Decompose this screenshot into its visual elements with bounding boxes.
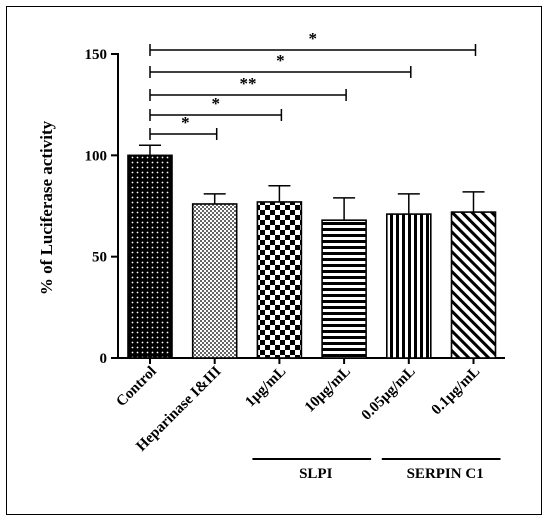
significance-label: * (211, 94, 220, 113)
bar (191, 203, 238, 359)
x-tick-label: 10μg/mL (302, 364, 354, 416)
y-tick-label: 50 (92, 250, 107, 266)
bar (256, 201, 303, 359)
group-label: SLPI (299, 466, 333, 482)
significance-label: * (309, 29, 318, 48)
significance-label: ** (240, 74, 257, 93)
bar (385, 213, 432, 359)
x-tick-label: 1μg/mL (242, 364, 289, 411)
y-axis-label-group: % of Luciferase activity (37, 120, 56, 295)
y-tick-label: 100 (85, 148, 108, 164)
y-tick-label: 150 (85, 47, 108, 63)
bar (450, 211, 497, 359)
bar (321, 219, 367, 359)
bars-group (127, 144, 497, 364)
bar (127, 154, 173, 359)
y-tick-label: 0 (100, 351, 108, 367)
significance-group: ****** (149, 29, 477, 140)
group-label: SERPIN C1 (407, 466, 484, 482)
group-labels-group: SLPI SERPIN C1 (252, 458, 501, 482)
x-tick-label: 0.05μg/mL (359, 364, 419, 424)
x-tick-label: 0.1μg/mL (429, 364, 484, 419)
figure-frame (6, 6, 542, 515)
axes-group: 0 50 100 150 (85, 47, 505, 367)
significance-label: * (181, 113, 190, 132)
x-tick-label: Control (113, 364, 159, 410)
y-axis-label: % of Luciferase activity (37, 120, 56, 295)
significance-label: * (276, 51, 285, 70)
